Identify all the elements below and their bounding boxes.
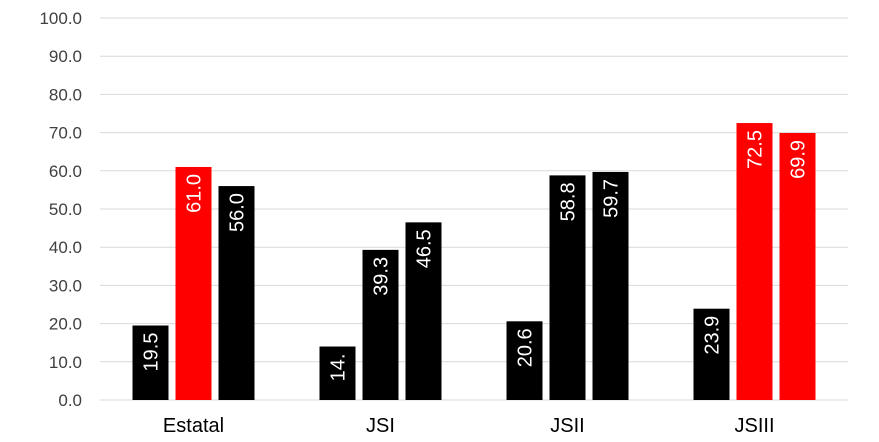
x-category-label: JSII (550, 415, 584, 437)
bar (362, 249, 399, 400)
bar (592, 171, 629, 400)
x-category-label: JSIII (734, 415, 774, 437)
bar (175, 166, 212, 400)
bar (218, 186, 255, 400)
bar (506, 321, 543, 400)
gridlines (100, 17, 848, 401)
data-label: 56.0 (227, 193, 249, 232)
bars (132, 123, 816, 401)
data-label: 14. (328, 354, 350, 382)
bar (779, 132, 816, 400)
y-tick-label: 80.0 (49, 85, 82, 104)
data-label: 23.9 (702, 316, 724, 355)
bar (736, 123, 773, 401)
bar (132, 325, 169, 400)
data-labels: 19.5 61.0 56.0 14. 39.3 46.5 20.6 58.8 59.7 23.9 7… (141, 130, 810, 381)
data-label: 61.0 (184, 174, 206, 213)
data-label: 69.9 (788, 140, 810, 179)
y-tick-label: 50.0 (49, 200, 82, 219)
y-tick-label: 10.0 (49, 353, 82, 372)
bar (405, 222, 442, 400)
y-tick-label: 30.0 (49, 276, 82, 295)
y-tick-label: 70.0 (49, 124, 82, 143)
bar (549, 175, 586, 400)
y-tick-label: 40.0 (49, 238, 82, 257)
data-label: 59.7 (601, 179, 623, 218)
data-label: 39.3 (371, 257, 393, 296)
y-tick-label: 60.0 (49, 162, 82, 181)
y-axis-tick-labels: 0.0 10.0 20.0 30.0 40.0 50.0 60.0 70.0 80.0 90.0 1… (39, 9, 82, 410)
bar (693, 308, 730, 400)
data-label: 19.5 (141, 333, 163, 372)
data-label: 20.6 (515, 328, 537, 367)
x-axis-category-labels: Estatal JSI JSII JSIII (163, 415, 775, 437)
data-label: 58.8 (558, 182, 580, 221)
y-tick-label: 20.0 (49, 315, 82, 334)
bar (319, 346, 356, 400)
y-tick-label: 0.0 (58, 391, 82, 410)
x-category-label: Estatal (163, 415, 224, 437)
y-tick-label: 100.0 (39, 9, 82, 28)
data-label: 72.5 (745, 130, 767, 169)
x-category-label: JSI (366, 415, 395, 437)
y-tick-label: 90.0 (49, 47, 82, 66)
data-label: 46.5 (414, 229, 436, 268)
